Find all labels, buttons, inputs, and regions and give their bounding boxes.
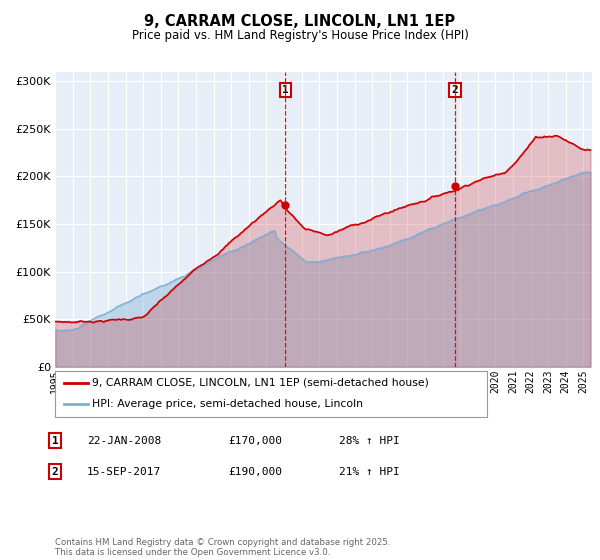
- Text: Contains HM Land Registry data © Crown copyright and database right 2025.
This d: Contains HM Land Registry data © Crown c…: [55, 538, 391, 557]
- Text: 1: 1: [282, 85, 289, 95]
- Text: 15-SEP-2017: 15-SEP-2017: [87, 466, 161, 477]
- Text: £190,000: £190,000: [228, 466, 282, 477]
- Text: 2: 2: [452, 85, 458, 95]
- Text: 9, CARRAM CLOSE, LINCOLN, LN1 1EP: 9, CARRAM CLOSE, LINCOLN, LN1 1EP: [145, 14, 455, 29]
- Text: £170,000: £170,000: [228, 436, 282, 446]
- Text: HPI: Average price, semi-detached house, Lincoln: HPI: Average price, semi-detached house,…: [92, 399, 363, 409]
- Text: 22-JAN-2008: 22-JAN-2008: [87, 436, 161, 446]
- Text: 21% ↑ HPI: 21% ↑ HPI: [339, 466, 400, 477]
- Text: 28% ↑ HPI: 28% ↑ HPI: [339, 436, 400, 446]
- Text: Price paid vs. HM Land Registry's House Price Index (HPI): Price paid vs. HM Land Registry's House …: [131, 29, 469, 42]
- Text: 1: 1: [52, 436, 59, 446]
- Text: 9, CARRAM CLOSE, LINCOLN, LN1 1EP (semi-detached house): 9, CARRAM CLOSE, LINCOLN, LN1 1EP (semi-…: [92, 378, 429, 388]
- Text: 2: 2: [52, 466, 59, 477]
